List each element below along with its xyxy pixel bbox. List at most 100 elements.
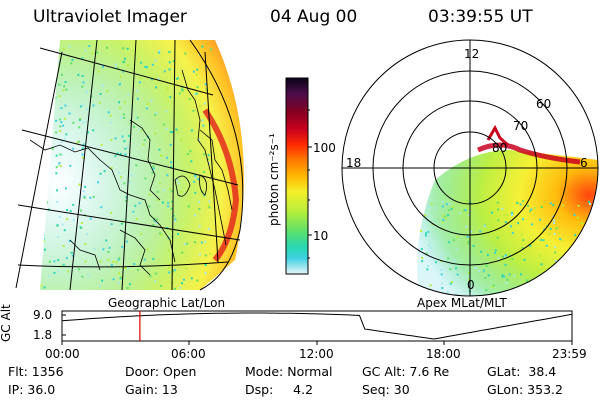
speckle-dot [190,277,193,280]
speckle-dot [446,291,449,294]
speckle-dot [127,266,130,269]
speckle-dot [64,81,67,83]
speckle-dot [64,187,67,190]
speckle-dot [569,262,572,265]
speckle-dot [70,251,73,254]
speckle-dot [485,264,488,267]
speckle-dot [92,129,95,132]
speckle-dot [170,165,173,168]
speckle-dot [71,59,74,61]
speckle-dot [155,218,158,221]
x-tick-1200: 12:00 [299,347,334,361]
speckle-dot [165,127,168,130]
date-label: 04 Aug 00 [270,7,358,27]
speckle-dot [155,222,158,224]
speckle-dot [62,48,65,51]
speckle-dot [99,172,102,175]
speckle-dot [64,104,67,107]
info-glon: GLon: 353.2 [487,382,563,397]
speckle-dot [554,251,557,254]
speckle-dot [169,96,172,99]
speckle-dot [41,230,44,233]
speckle-dot [450,207,453,210]
speckle-dot [153,219,156,222]
speckle-dot [496,236,499,239]
speckle-dot [86,131,89,134]
speckle-dot [468,214,471,217]
speckle-dot [40,94,43,97]
speckle-dot [98,101,101,104]
speckle-dot [105,239,108,242]
noise-speckle [40,45,212,290]
speckle-dot [174,218,177,221]
speckle-dot [193,180,196,183]
speckle-dot [465,200,468,203]
speckle-dot [136,97,139,100]
speckle-dot [196,279,199,282]
geographic-caption: Geographic Lat/Lon [108,296,226,310]
speckle-dot [199,105,202,108]
speckle-dot [503,213,506,216]
speckle-dot [69,210,72,213]
speckle-dot [158,50,161,53]
speckle-dot [465,225,468,228]
speckle-dot [540,293,543,296]
speckle-dot [576,216,579,219]
speckle-dot [497,257,500,259]
polar-noise-speckle [420,200,592,296]
speckle-dot [152,224,155,226]
speckle-dot [72,203,75,206]
speckle-dot [130,174,133,177]
speckle-dot [78,183,81,186]
mlt-label-0: 0 [467,278,475,292]
speckle-dot [194,175,197,178]
speckle-dot [428,243,430,246]
speckle-dot [93,248,96,250]
speckle-dot [185,267,188,270]
speckle-dot [548,232,551,235]
speckle-dot [511,258,514,261]
speckle-dot [44,124,47,127]
speckle-dot [59,130,61,133]
speckle-dot [170,207,173,210]
speckle-dot [116,67,119,70]
speckle-dot [453,259,456,262]
speckle-dot [207,154,210,157]
speckle-dot [57,163,60,166]
speckle-dot [171,131,174,134]
speckle-dot [560,258,563,261]
speckle-dot [81,74,84,77]
speckle-dot [110,166,113,169]
speckle-dot [109,114,112,117]
speckle-dot [574,234,577,237]
speckle-dot [44,194,47,197]
speckle-dot [206,158,209,161]
speckle-dot [491,286,494,289]
speckle-dot [66,257,68,260]
speckle-dot [455,267,457,270]
speckle-dot [81,275,84,278]
speckle-dot [202,124,205,127]
speckle-dot [76,141,79,144]
speckle-dot [148,193,151,196]
speckle-dot [190,160,193,163]
speckle-dot [441,282,444,285]
speckle-dot [159,232,162,235]
speckle-dot [128,181,131,184]
speckle-dot [127,94,130,97]
speckle-dot [589,202,591,205]
speckle-dot [198,225,201,228]
speckle-dot [169,131,172,133]
speckle-dot [458,211,461,214]
speckle-dot [166,227,169,229]
speckle-dot [126,146,129,149]
speckle-dot [122,113,125,116]
speckle-dot [589,220,592,223]
speckle-dot [119,116,122,119]
speckle-dot [144,66,147,68]
speckle-dot [66,209,68,211]
speckle-dot [155,111,158,114]
speckle-dot [188,98,191,101]
speckle-dot [140,232,143,235]
speckle-dot [65,88,68,91]
